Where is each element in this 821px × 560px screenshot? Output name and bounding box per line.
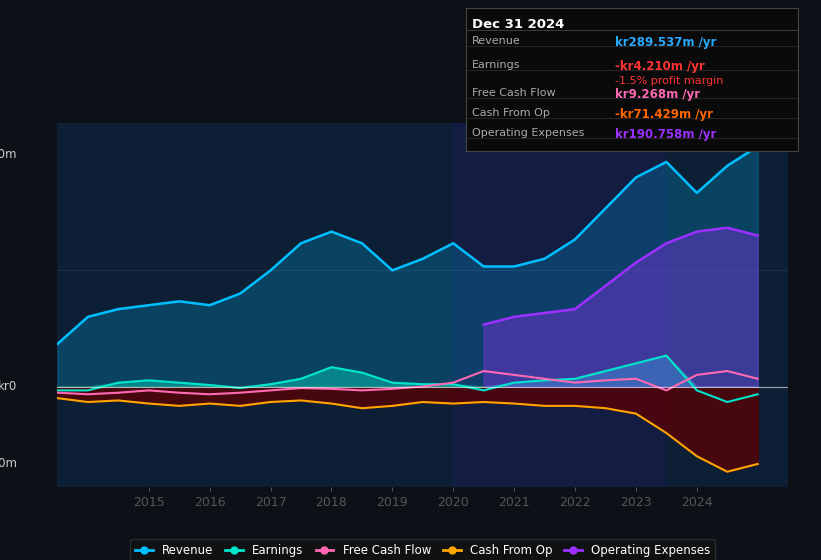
Legend: Revenue, Earnings, Free Cash Flow, Cash From Op, Operating Expenses: Revenue, Earnings, Free Cash Flow, Cash … xyxy=(131,539,715,560)
Text: Dec 31 2024: Dec 31 2024 xyxy=(472,18,565,31)
Text: Free Cash Flow: Free Cash Flow xyxy=(472,88,556,99)
Text: -kr100m: -kr100m xyxy=(0,458,17,470)
Text: kr289.537m /yr: kr289.537m /yr xyxy=(615,35,717,49)
Text: Cash From Op: Cash From Op xyxy=(472,109,550,118)
Text: -kr4.210m /yr: -kr4.210m /yr xyxy=(615,60,705,73)
Text: kr0: kr0 xyxy=(0,380,17,393)
Text: kr190.758m /yr: kr190.758m /yr xyxy=(615,128,717,141)
Text: Revenue: Revenue xyxy=(472,35,521,45)
Text: Operating Expenses: Operating Expenses xyxy=(472,128,585,138)
Text: kr300m: kr300m xyxy=(0,148,17,161)
Text: -kr71.429m /yr: -kr71.429m /yr xyxy=(615,109,713,122)
Text: Earnings: Earnings xyxy=(472,60,521,70)
Bar xyxy=(453,123,667,487)
Text: -1.5% profit margin: -1.5% profit margin xyxy=(615,76,723,86)
Text: kr9.268m /yr: kr9.268m /yr xyxy=(615,88,700,101)
